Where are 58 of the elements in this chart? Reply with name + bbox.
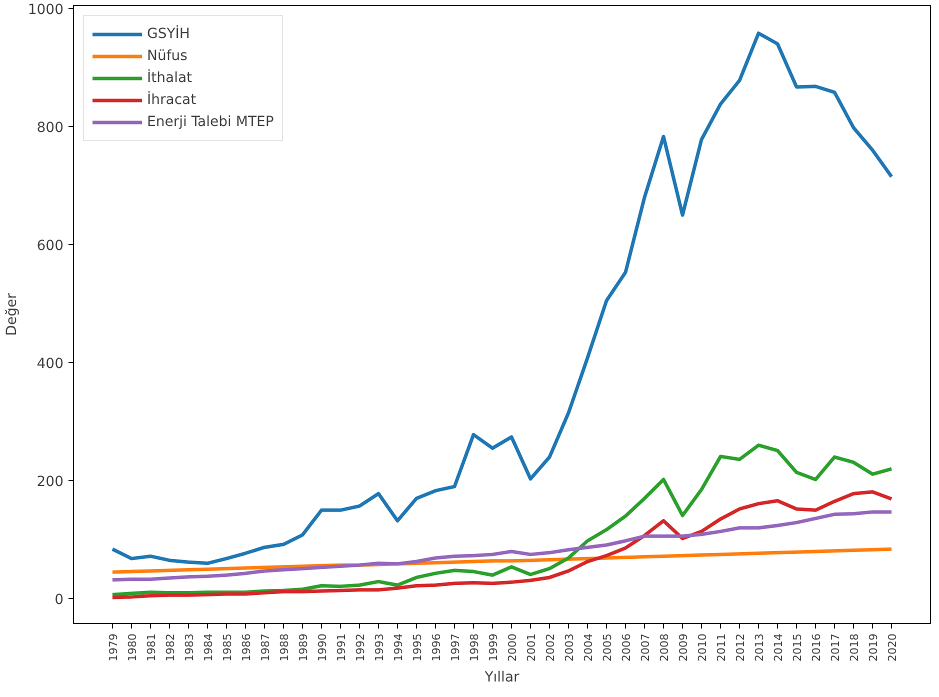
x-tick-label: 1981: [144, 633, 158, 662]
x-tick-label: 2014: [772, 633, 786, 662]
x-tick-label: 2008: [658, 633, 672, 662]
y-tick-label: 600: [36, 238, 64, 254]
x-tick-label: 2002: [544, 633, 558, 662]
y-tick-label: 800: [36, 120, 64, 136]
x-tick-label: 1988: [278, 633, 291, 662]
x-tick-label: 2019: [867, 633, 880, 662]
line-series: [110, 443, 894, 596]
line-series: [110, 490, 894, 600]
x-tick-label: 1987: [258, 633, 272, 662]
y-axis-title: Değer: [4, 292, 20, 336]
x-tick-label: 2012: [734, 633, 748, 662]
x-tick-label: 2007: [639, 633, 652, 662]
legend-label: İhracat: [147, 92, 196, 108]
legend-label: GSYİH: [147, 26, 190, 42]
x-tick-label: 1989: [296, 633, 310, 662]
x-tick-label: 1991: [334, 633, 348, 662]
x-tick-label: 2018: [848, 633, 862, 662]
x-tick-label: 1996: [430, 633, 443, 662]
x-tick-label: 2000: [506, 633, 519, 662]
legend-label: Nüfus: [147, 48, 188, 64]
x-tick-label: 1993: [372, 633, 386, 662]
x-tick-label: 1982: [164, 633, 177, 662]
x-axis-title: Yıllar: [484, 669, 520, 686]
legend-label: İthalat: [147, 70, 192, 86]
x-tick-label: 2017: [829, 633, 842, 662]
x-tick-label: 1997: [448, 633, 462, 662]
x-tick-label: 2004: [582, 633, 596, 662]
x-tick-label: 1990: [316, 633, 329, 662]
x-tick-label: 2011: [715, 633, 728, 662]
x-tick-label: 2001: [525, 633, 538, 662]
x-tick-label: 1984: [202, 633, 215, 662]
y-tick-label: 200: [36, 474, 64, 490]
x-tick-label: 2013: [753, 633, 766, 662]
x-tick-label: 1998: [468, 633, 481, 662]
x-tick-label: 1992: [354, 633, 367, 662]
x-tick-label: 1994: [392, 633, 405, 662]
x-tick-label: 1983: [182, 633, 196, 662]
x-tick-label: 2003: [563, 633, 576, 662]
x-tick-label: 2009: [677, 633, 690, 662]
line-series: [110, 510, 894, 582]
x-tick-label: 1995: [410, 633, 424, 662]
x-tick-label: 1980: [126, 633, 139, 662]
x-tick-label: 1986: [240, 633, 253, 662]
x-tick-label: 1985: [220, 633, 234, 662]
legend-label: Enerji Talebi MTEP: [147, 114, 274, 130]
y-tick-label: 400: [36, 356, 64, 372]
x-tick-label: 2006: [620, 633, 634, 662]
x-tick-label: 1979: [106, 633, 120, 662]
x-tick-label: 2015: [791, 633, 804, 662]
x-tick-label: 2005: [601, 633, 614, 662]
x-tick-label: 1999: [487, 633, 500, 662]
x-tick-label: 2010: [696, 633, 710, 662]
x-tick-label: 2016: [810, 633, 824, 662]
y-tick-label: 1000: [28, 2, 64, 18]
y-tick-label: 0: [54, 592, 64, 608]
x-tick-label: 2020: [886, 633, 900, 662]
